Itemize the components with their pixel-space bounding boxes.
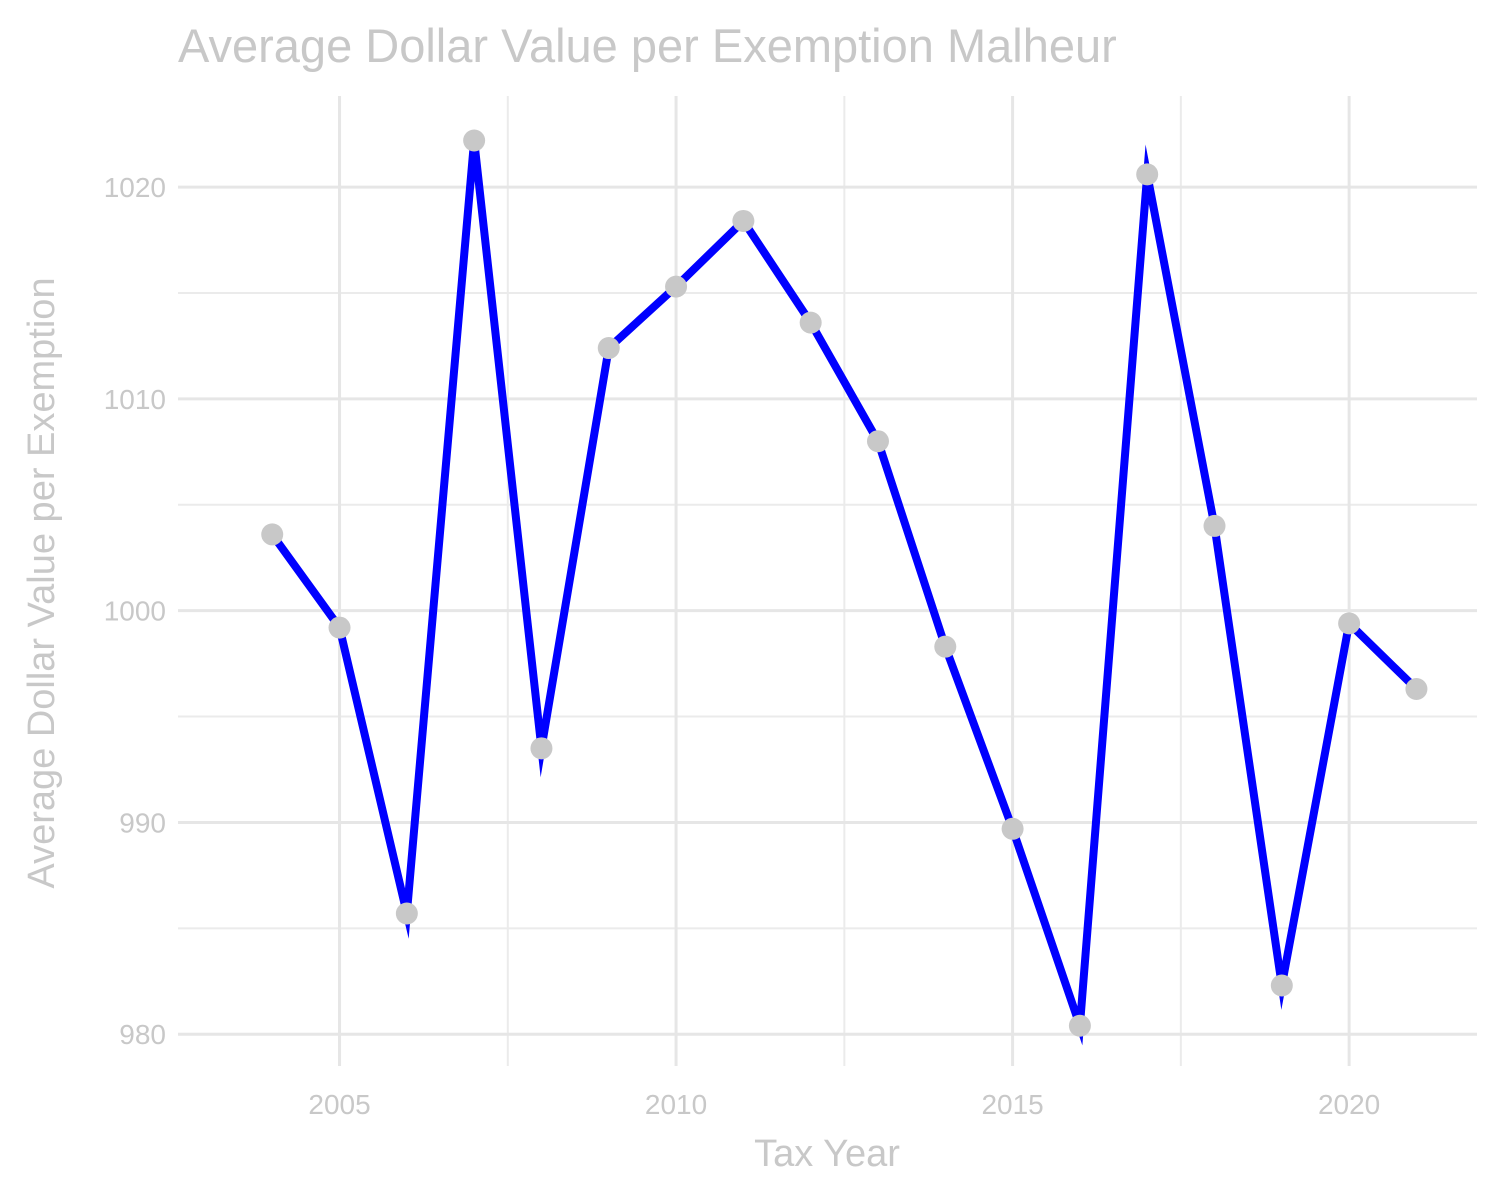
data-point <box>530 737 553 760</box>
data-point <box>1068 1014 1091 1037</box>
y-tick-label: 1000 <box>104 596 166 627</box>
data-point <box>1405 678 1428 701</box>
y-tick-label: 980 <box>119 1019 166 1050</box>
series-line <box>268 140 1420 1046</box>
data-point <box>1001 817 1024 840</box>
x-tick-label: 2005 <box>308 1089 370 1120</box>
data-point <box>799 311 822 334</box>
data-point <box>463 129 486 152</box>
data-point <box>597 337 620 360</box>
data-point <box>261 523 284 546</box>
x-axis-title: Tax Year <box>754 1133 900 1175</box>
data-point <box>732 209 755 232</box>
data-point <box>395 902 418 925</box>
series-group <box>268 140 1420 1046</box>
data-point <box>1136 163 1159 186</box>
data-points <box>261 129 1428 1037</box>
data-point <box>665 275 688 298</box>
data-point <box>328 616 351 639</box>
data-point <box>866 430 889 453</box>
data-point <box>934 635 957 658</box>
y-axis-ticks: 980 990 1000 1010 1020 <box>104 172 166 1050</box>
x-tick-label: 2015 <box>981 1089 1043 1120</box>
major-gridlines <box>178 96 1477 1066</box>
y-tick-label: 1020 <box>104 172 166 203</box>
data-point <box>1338 612 1361 635</box>
y-tick-label: 1010 <box>104 384 166 415</box>
data-point <box>1270 974 1293 997</box>
x-tick-label: 2020 <box>1318 1089 1380 1120</box>
y-axis-title: Average Dollar Value per Exemption <box>21 277 63 888</box>
x-tick-label: 2010 <box>645 1089 707 1120</box>
data-point <box>1203 514 1226 537</box>
y-tick-label: 990 <box>119 807 166 838</box>
minor-gridlines <box>178 96 1477 1066</box>
x-axis-ticks: 2005 2010 2015 2020 <box>308 1089 1380 1120</box>
chart-title: Average Dollar Value per Exemption Malhe… <box>178 19 1117 72</box>
